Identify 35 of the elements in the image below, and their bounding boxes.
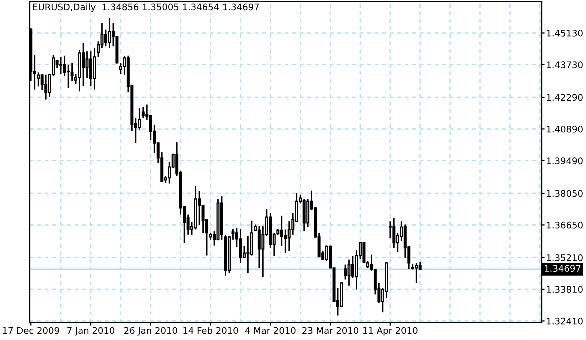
candlestick: [344, 264, 347, 280]
y-tick-label: 1.39490: [547, 158, 583, 164]
y-tick-label: 1.45130: [547, 30, 583, 37]
candlestick: [82, 42, 86, 87]
y-tick-label: 1.32410: [547, 318, 583, 325]
x-tick-label: 23 Mar 2010: [302, 327, 359, 334]
y-tick-label: 1.40890: [547, 126, 583, 133]
chart-title: EURUSD,Daily 1.34856 1.35005 1.34654 1.34697: [33, 4, 260, 12]
candlestick: [90, 50, 92, 87]
candlestick: [302, 198, 306, 232]
y-tick-label: 1.35210: [547, 254, 583, 262]
y-tick-label: 1.36650: [547, 222, 583, 229]
y-tick-label: 1.43730: [547, 62, 583, 68]
x-tick-label: 17 Dec 2009: [3, 327, 60, 334]
x-tick-label: 4 Mar 2010: [245, 327, 296, 334]
x-tick-label: 14 Feb 2010: [184, 327, 238, 334]
candlestick: [239, 228, 242, 264]
candlestick: [70, 62, 74, 82]
candlestick: [108, 18, 112, 49]
candlestick: [246, 236, 250, 274]
candlestick: [67, 64, 70, 89]
candlestick: [198, 190, 202, 226]
y-tick-label: 1.33810: [547, 286, 583, 294]
candlestick: [60, 56, 63, 75]
candlestick: [86, 50, 89, 79]
x-tick-label: 11 Apr 2010: [364, 327, 418, 336]
x-tick-label: 26 Jan 2010: [124, 327, 178, 336]
y-tick-label: 1.38050: [547, 190, 583, 198]
ref-line-label: 1.34697: [545, 265, 581, 272]
candlestick: [104, 29, 108, 48]
candlestick: [415, 262, 418, 284]
y-tick-label: 1.42290: [547, 94, 583, 102]
x-tick-label: 7 Jan 2010: [68, 327, 115, 336]
candlestick: [392, 217, 396, 249]
candlestick: [44, 74, 48, 100]
